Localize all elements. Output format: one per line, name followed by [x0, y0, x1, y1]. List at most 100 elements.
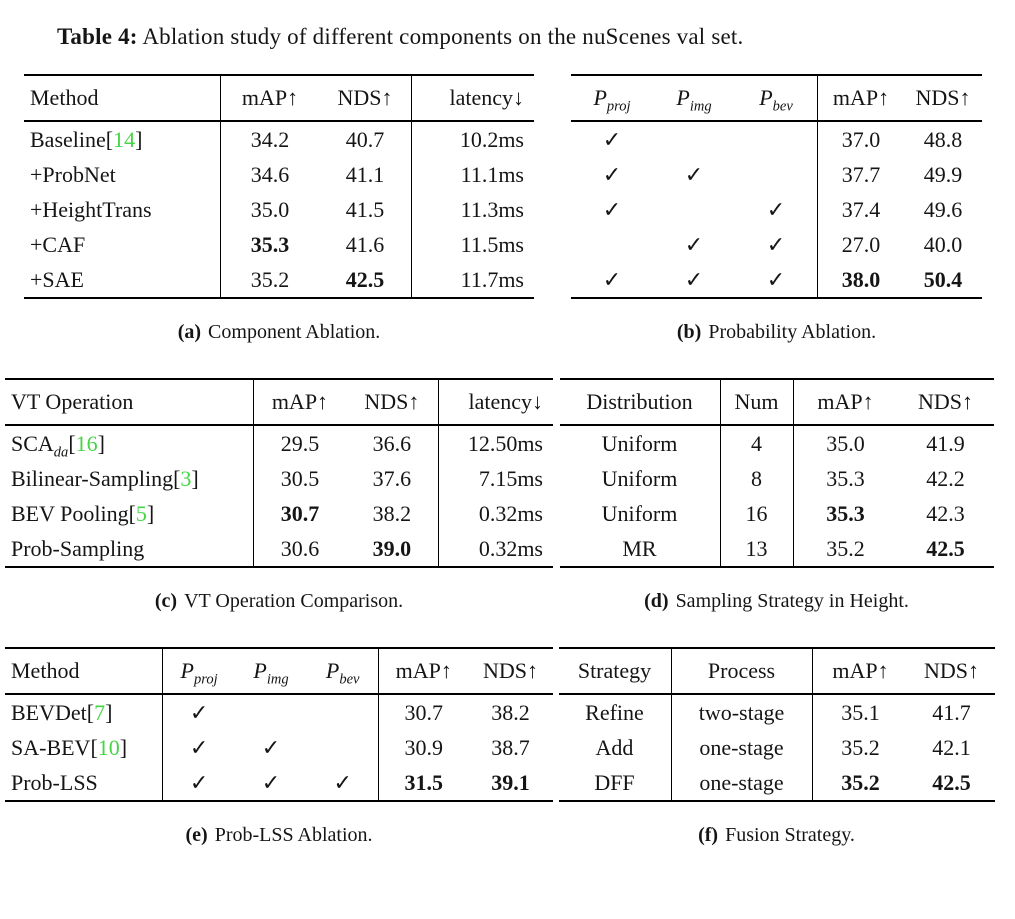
header-distribution: Distribution [559, 379, 720, 426]
header-nds: NDS↑ [319, 75, 412, 122]
map-cell: 35.2 [792, 531, 898, 567]
nds-cell: 42.3 [926, 500, 965, 526]
map-cell: 35.2 [220, 262, 319, 298]
header-method: Method [5, 648, 163, 695]
caption-label: (f) [698, 824, 719, 846]
map-cell: 30.7 [252, 496, 346, 531]
checkmark-cell: ✓ [602, 196, 622, 222]
map-cell: 35.2 [811, 765, 909, 801]
header-nds: NDS↑ [468, 648, 553, 695]
bracket: [ [173, 465, 181, 491]
nds-cell: 38.2 [491, 699, 530, 725]
citation-link[interactable]: 14 [113, 126, 136, 152]
p-img-symbol: P [676, 85, 690, 110]
p-bev-symbol: P [325, 658, 340, 683]
checkmark-cell [653, 121, 735, 157]
nds-cell: 41.6 [345, 231, 385, 257]
subtable-f: Strategy Process mAP↑ NDS↑ Refine two-st… [553, 647, 1000, 847]
nds-cell: 37.6 [372, 465, 412, 491]
map-cell: 30.9 [378, 730, 469, 765]
header-p-bev: Pbev [735, 75, 818, 122]
operation-cell: BEV Pooling[5] [5, 496, 253, 531]
subtable-b: Pproj Pimg Pbev mAP↑ NDS↑ ✓ 37.0 48.8 ✓ [553, 74, 1000, 344]
caption-d: (d) Sampling Strategy in Height. [644, 590, 909, 613]
method-cell: Prob-LSS [11, 769, 98, 795]
table-row: +HeightTrans 35.0 41.5 11.3ms [24, 192, 534, 227]
citation-link[interactable]: 16 [75, 430, 98, 456]
operation-name: BEV Pooling [11, 500, 129, 526]
caption-label: (a) [177, 321, 202, 343]
operation-cell: Prob-Sampling [11, 535, 145, 561]
checkmark-cell: ✓ [766, 231, 786, 257]
nds-cell: 42.5 [926, 535, 965, 561]
caption-text: VT Operation Comparison. [184, 590, 404, 612]
citation-link[interactable]: 5 [135, 500, 147, 526]
map-cell: 30.7 [378, 694, 469, 730]
distribution-cell: Uniform [601, 500, 678, 526]
p-proj-subscript: proj [193, 671, 218, 688]
map-cell: 30.6 [252, 531, 346, 567]
checkmark-cell: ✓ [261, 769, 281, 795]
subtable-d: Distribution Num mAP↑ NDS↑ Uniform 4 35.… [553, 378, 1000, 613]
header-latency: latency↓ [437, 379, 553, 426]
table-row: Refine two-stage 35.1 41.7 [559, 694, 995, 730]
citation-link[interactable]: 7 [94, 699, 106, 725]
checkmark-cell [653, 192, 735, 227]
method-name: Baseline [30, 126, 106, 152]
caption-label: (b) [676, 321, 702, 343]
latency-cell: 10.2ms [411, 121, 534, 157]
table-title-text: Ablation study of different components o… [137, 24, 744, 49]
nds-cell: 41.1 [345, 161, 385, 187]
num-cell: 4 [719, 425, 793, 461]
nds-cell: 38.2 [372, 500, 412, 526]
caption-text: Component Ablation. [208, 321, 381, 343]
strategy-cell: DFF [594, 769, 635, 795]
bracket: ] [119, 734, 128, 760]
caption-label: (d) [644, 590, 669, 612]
caption-label: (e) [185, 824, 208, 846]
map-cell: 37.4 [817, 192, 904, 227]
map-cell: 34.2 [220, 121, 319, 157]
table-number: Table 4: [57, 24, 138, 49]
method-cell: +SAE [30, 266, 84, 292]
citation-link[interactable]: 3 [180, 465, 192, 491]
nds-cell: 36.6 [372, 430, 412, 456]
subtable-e: Method Pproj Pimg Pbev mAP↑ NDS↑ BEVDet[… [5, 647, 553, 847]
table-row: ✓ ✓ ✓ 38.0 50.4 [571, 262, 982, 298]
latency-cell: 0.32ms [437, 531, 553, 567]
p-bev-subscript: bev [339, 671, 360, 688]
method-name: BEVDet [11, 699, 87, 725]
p-img-symbol: P [253, 658, 267, 683]
table-row: Uniform 16 35.3 42.3 [560, 496, 994, 531]
num-cell: 13 [719, 531, 793, 567]
table-row: +ProbNet 34.6 41.1 11.1ms [24, 157, 534, 192]
distribution-cell: Uniform [601, 430, 678, 456]
map-cell: 29.5 [252, 425, 346, 461]
citation-link[interactable]: 10 [97, 734, 120, 760]
tables-grid: Method mAP↑ NDS↑ latency↓ Baseline[14] 3… [5, 74, 1010, 847]
nds-cell: 38.7 [491, 734, 530, 760]
nds-cell: 39.0 [372, 535, 412, 561]
header-row: VT Operation mAP↑ NDS↑ latency↓ [5, 379, 553, 426]
checkmark-cell [235, 694, 307, 730]
table-row: Add one-stage 35.2 42.1 [559, 730, 995, 765]
map-cell: 35.2 [811, 730, 909, 765]
map-cell: 31.5 [378, 765, 469, 801]
bracket: ] [146, 500, 155, 526]
header-p-proj: Pproj [571, 75, 653, 122]
operation-subscript: da [53, 443, 69, 460]
header-map: mAP↑ [792, 379, 898, 426]
checkmark-cell: ✓ [602, 126, 622, 152]
process-cell: one-stage [670, 765, 812, 801]
bracket: [ [68, 430, 76, 456]
process-cell: two-stage [670, 694, 812, 730]
bracket: ] [191, 465, 199, 491]
method-cell: Baseline[14] [24, 121, 221, 157]
table-row: +SAE 35.2 42.5 11.7ms [24, 262, 534, 298]
header-row: Strategy Process mAP↑ NDS↑ [558, 648, 995, 695]
header-map: mAP↑ [378, 648, 469, 695]
nds-cell: 40.7 [345, 126, 385, 152]
header-num: Num [719, 379, 793, 426]
nds-cell: 49.9 [923, 161, 963, 187]
p-img-subscript: img [689, 98, 712, 115]
